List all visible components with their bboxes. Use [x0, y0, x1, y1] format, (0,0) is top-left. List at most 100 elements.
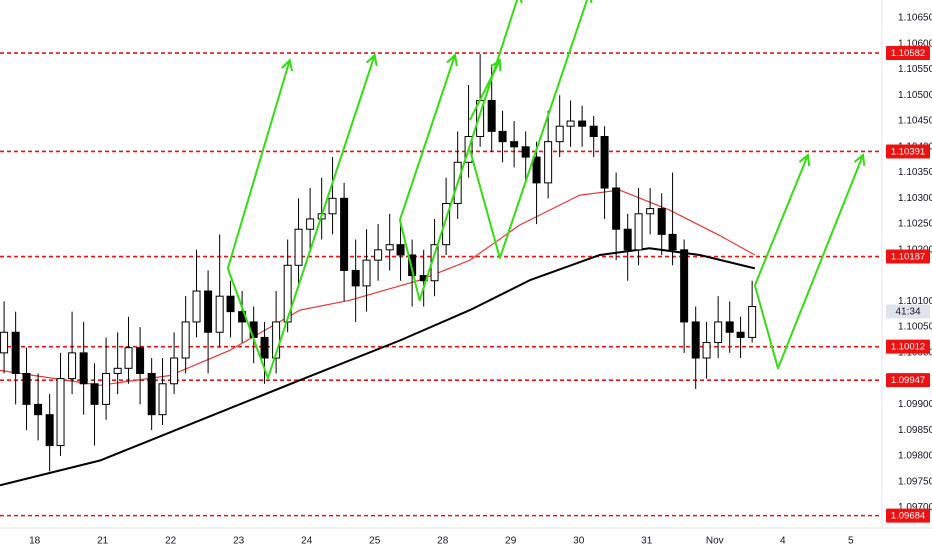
level-badge — [886, 508, 930, 523]
candle-body — [283, 264, 292, 323]
candle-body — [714, 321, 723, 344]
candle-body — [668, 233, 677, 251]
forecast-arrow — [398, 0, 519, 302]
y-tick-label: 1.10250 — [898, 219, 932, 230]
candle-body — [340, 197, 349, 271]
candle-body — [215, 295, 224, 333]
candle-body — [102, 372, 111, 405]
y-tick-label: 1.09750 — [898, 476, 932, 487]
candle-body — [90, 383, 99, 405]
candle-body — [260, 336, 269, 359]
x-tick-label: 18 — [29, 536, 41, 547]
forecast-arrow — [469, 59, 501, 121]
candle-body — [566, 120, 575, 127]
level-label: 1.10582 — [891, 48, 925, 59]
level-label: 1.10391 — [891, 146, 925, 157]
candle-body — [362, 259, 371, 287]
countdown-badge — [886, 304, 930, 319]
y-tick-label: 1.10550 — [898, 64, 932, 75]
candle-body — [294, 228, 303, 266]
moving-average — [0, 247, 756, 487]
candle-body — [22, 372, 31, 405]
candle-body — [442, 202, 451, 246]
y-tick-label: 1.10450 — [898, 116, 932, 127]
forecast-arrow — [753, 154, 809, 286]
arrow-head — [490, 58, 502, 72]
axes: 1.106501.106001.105501.105001.104501.104… — [29, 13, 932, 547]
arrow-head — [365, 53, 378, 67]
x-tick-label: 24 — [301, 536, 313, 547]
y-tick-label: 1.09800 — [898, 451, 932, 462]
level-badge — [886, 46, 930, 61]
candle-body — [623, 228, 632, 251]
candle-body — [79, 352, 88, 385]
candle-body — [68, 352, 77, 380]
x-tick-label: 5 — [848, 536, 854, 547]
x-tick-label: 21 — [97, 536, 109, 547]
forecast-arrow — [226, 59, 291, 269]
x-tick-label: 25 — [369, 536, 381, 547]
y-tick-label: 1.10300 — [898, 193, 932, 204]
x-tick-label: 4 — [780, 536, 786, 547]
candle-body — [328, 197, 337, 215]
level-badge — [886, 249, 930, 264]
candle-body — [124, 347, 133, 369]
x-tick-label: 29 — [505, 536, 517, 547]
level-badge — [886, 339, 930, 354]
candle-body — [45, 414, 54, 447]
candle-body — [147, 372, 156, 416]
candle-body — [521, 146, 530, 158]
candle-body — [34, 403, 43, 416]
candle-body — [11, 331, 20, 374]
candle-body — [691, 321, 700, 359]
candle-body — [0, 331, 9, 354]
y-tick-label: 1.10500 — [898, 90, 932, 101]
candle-body — [226, 295, 235, 313]
forecast-arrow — [468, 0, 589, 260]
y-tick-label: 1.10650 — [898, 13, 932, 24]
y-tick-label: 1.10600 — [898, 38, 932, 49]
y-tick-label: 1.10050 — [898, 322, 932, 333]
candle-body — [498, 130, 507, 143]
level-badge — [886, 373, 930, 388]
candle-body — [192, 290, 201, 323]
y-tick-label: 1.10100 — [898, 296, 932, 307]
x-tick-label: 28 — [437, 536, 449, 547]
forecast-arrow — [753, 154, 864, 370]
candle-body — [170, 357, 179, 385]
candle-body — [600, 136, 609, 189]
candle-body — [680, 249, 689, 323]
y-tick-label: 1.09900 — [898, 399, 932, 410]
candle-body — [56, 378, 65, 447]
level-label: 1.09684 — [891, 511, 925, 522]
candle-body — [374, 249, 383, 261]
candle-body — [532, 156, 541, 184]
candle-body — [487, 99, 496, 132]
candle-body — [204, 290, 213, 333]
candle-body — [385, 244, 394, 251]
candle-body — [578, 120, 587, 127]
candle-body — [748, 305, 757, 338]
forecast-arrow — [398, 54, 456, 221]
candle-body — [408, 254, 417, 277]
level-label: 1.09947 — [891, 375, 925, 386]
candle-body — [725, 321, 734, 333]
x-tick-label: 22 — [165, 536, 177, 547]
candle-body — [396, 244, 405, 256]
level-badge — [886, 144, 930, 159]
x-tick-label: Nov — [706, 536, 724, 547]
candle-body — [634, 213, 643, 251]
level-label: 1.10012 — [891, 342, 925, 353]
candle-body — [181, 321, 190, 359]
arrow-head — [446, 53, 458, 67]
forecast-arrow — [226, 54, 376, 380]
candle-body — [646, 208, 655, 215]
candle-body — [612, 187, 621, 230]
candle-body — [657, 208, 666, 235]
level-label: 1.10187 — [891, 252, 925, 263]
arrow-head — [853, 153, 866, 167]
x-tick-label: 23 — [233, 536, 245, 547]
y-tick-label: 1.10350 — [898, 167, 932, 178]
